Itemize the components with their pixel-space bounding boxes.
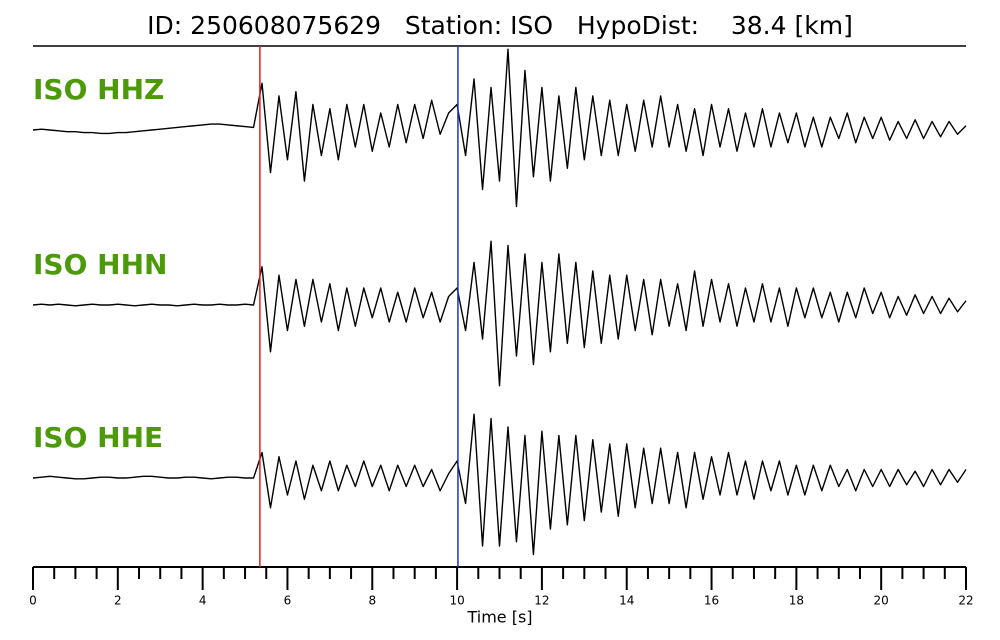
x-tick-label: 4	[199, 594, 207, 608]
trace-label: ISO HHN	[33, 248, 167, 281]
chart-title: ID: 250608075629 Station: ISO HypoDist: …	[147, 11, 853, 40]
waveform	[32, 413, 967, 556]
x-tick-label: 20	[874, 594, 889, 608]
x-tick-label: 14	[619, 594, 634, 608]
x-tick-label: 18	[789, 594, 804, 608]
x-tick-label: 2	[114, 594, 122, 608]
trace-label: ISO HHZ	[33, 73, 164, 106]
x-axis-label: Time [s]	[466, 608, 532, 627]
x-tick-label: 6	[284, 594, 292, 608]
waveform	[32, 48, 967, 208]
x-tick-label: 22	[958, 594, 973, 608]
x-tick-label: 8	[368, 594, 376, 608]
x-tick-label: 16	[704, 594, 719, 608]
x-tick-label: 0	[29, 594, 37, 608]
x-tick-label: 12	[534, 594, 549, 608]
waveform	[32, 240, 967, 387]
trace-label: ISO HHE	[33, 421, 163, 454]
x-tick-label: 10	[449, 594, 464, 608]
